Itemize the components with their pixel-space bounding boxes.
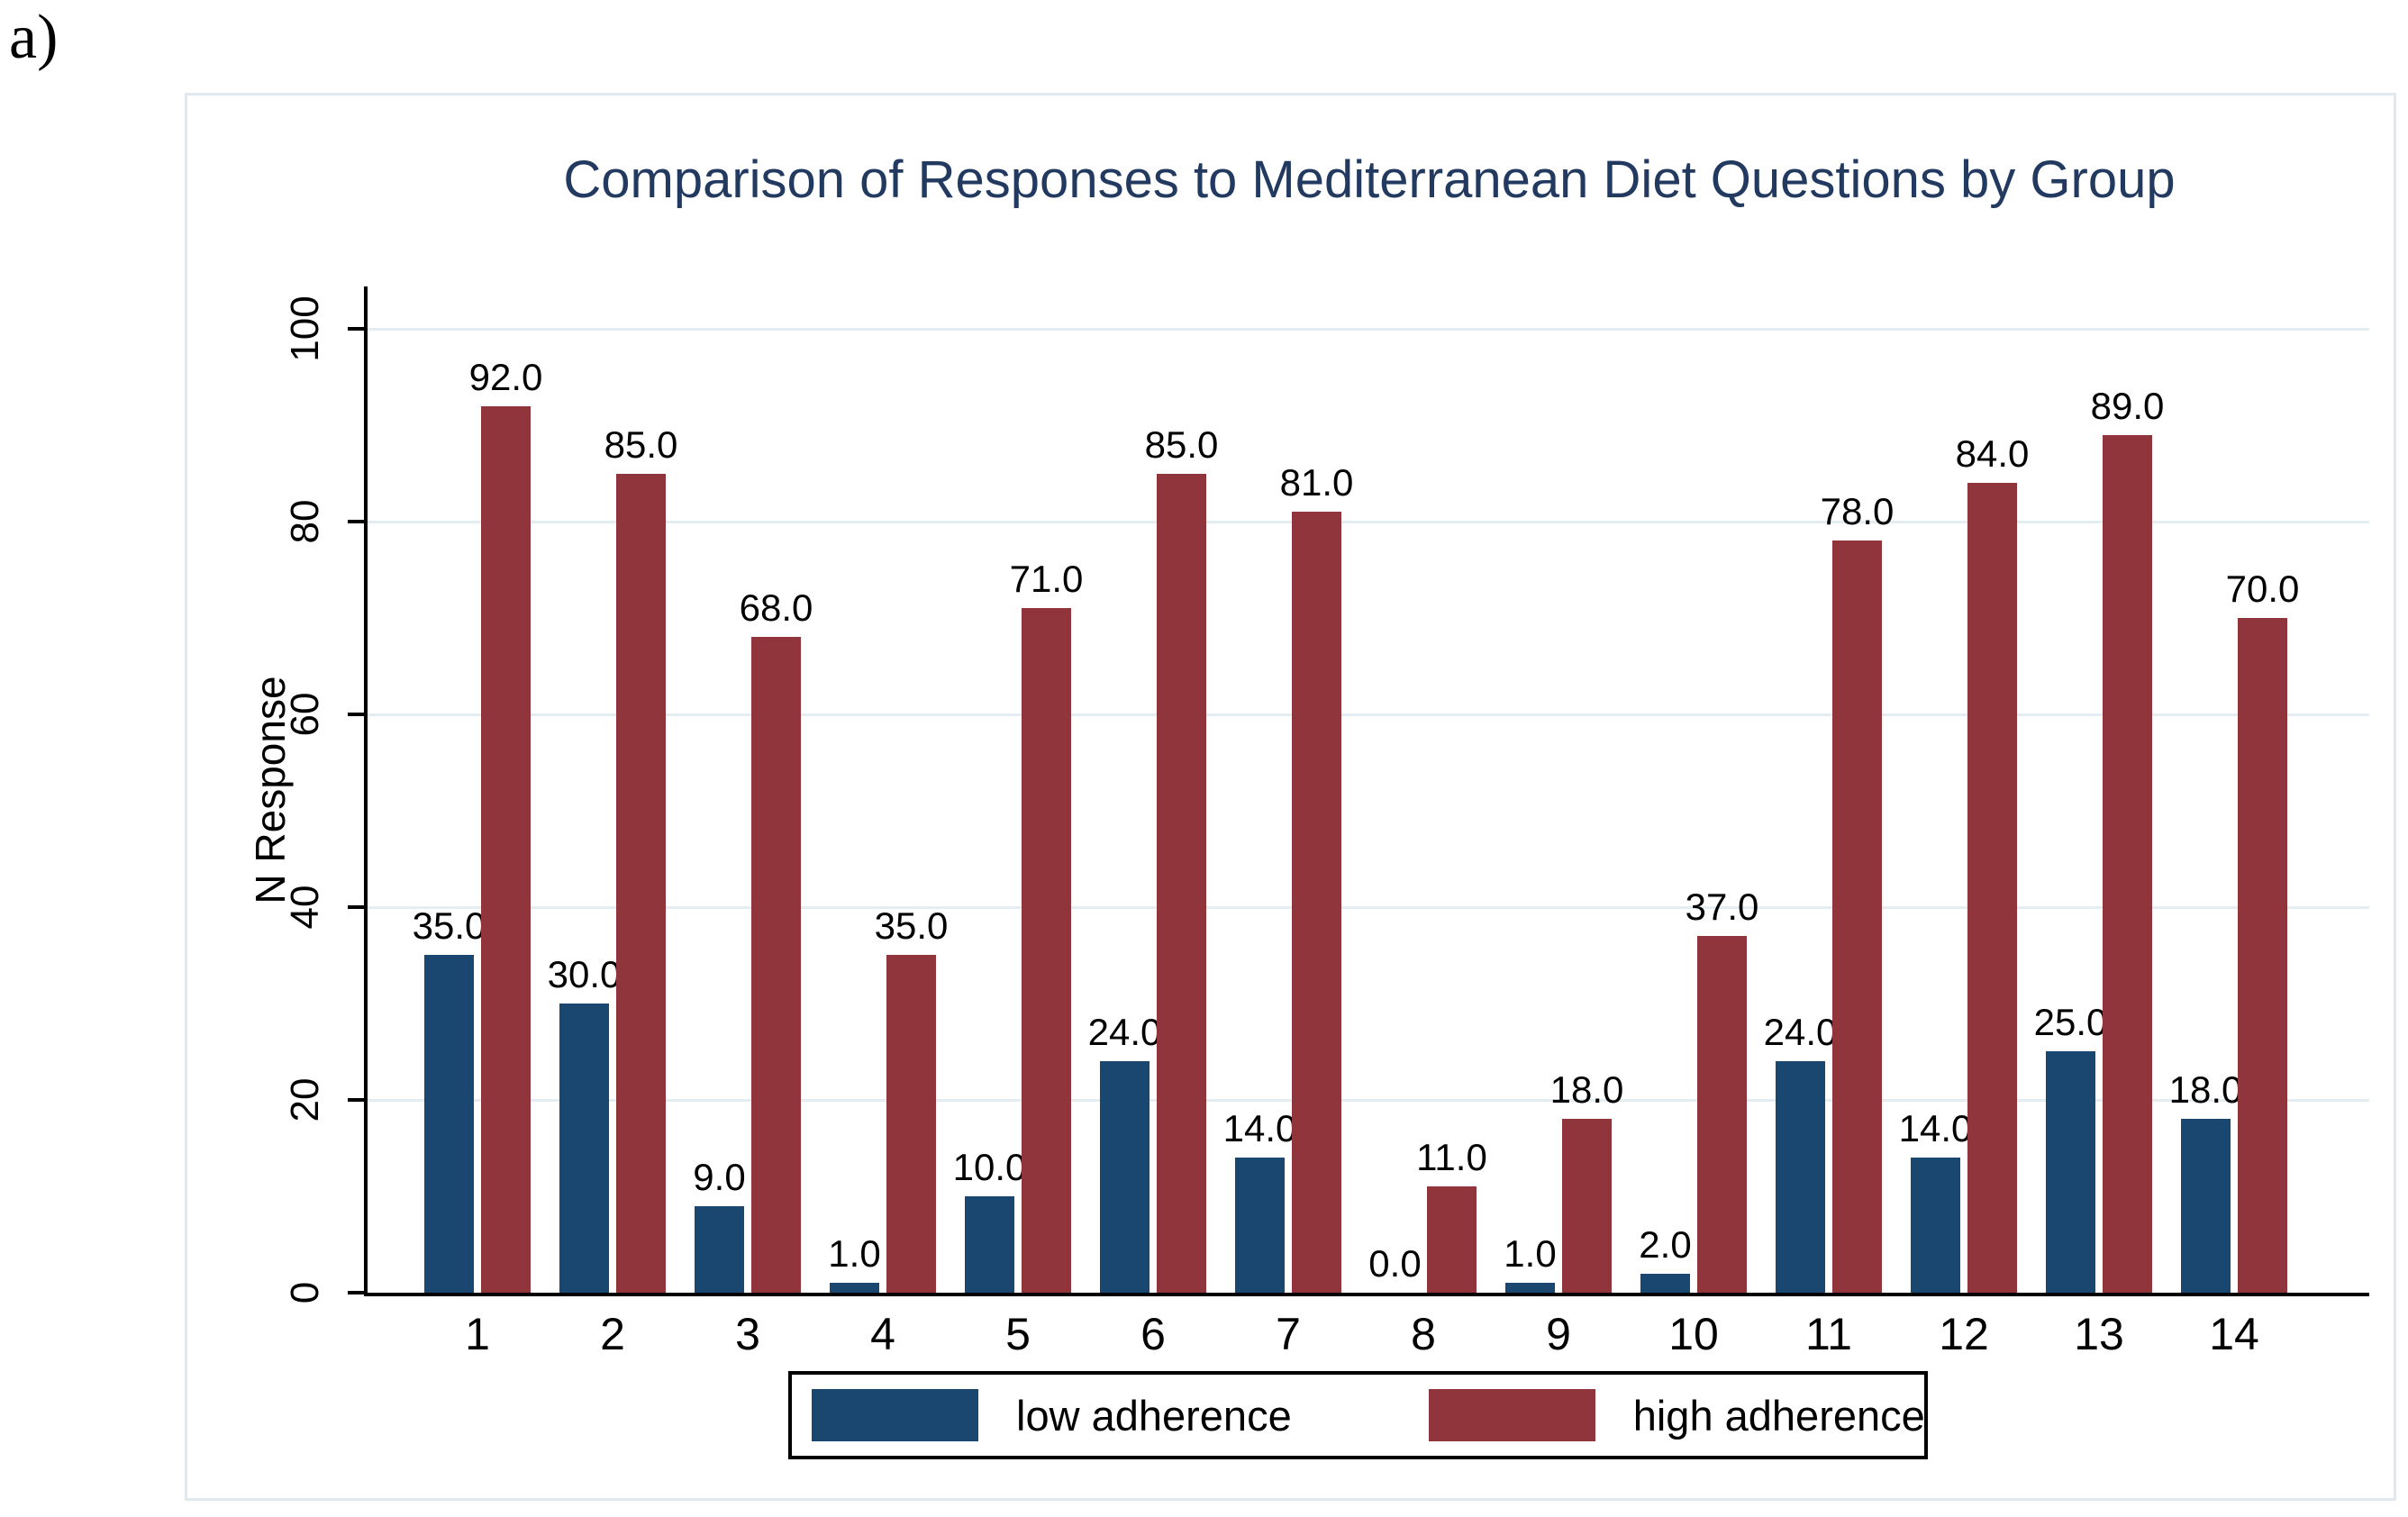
x-tick-label-7: 7 xyxy=(1276,1309,1301,1359)
y-tick-100 xyxy=(348,327,368,331)
y-tick-0 xyxy=(348,1291,368,1294)
bar-high-q4 xyxy=(886,955,936,1293)
x-axis-line xyxy=(364,1293,2369,1296)
gridline-y60 xyxy=(368,713,2369,716)
y-axis-line xyxy=(364,286,368,1296)
bar-value-low-q11: 24.0 xyxy=(1763,1011,1838,1053)
bar-value-high-q8: 11.0 xyxy=(1416,1136,1487,1178)
bar-low-q5 xyxy=(965,1196,1014,1293)
x-tick-label-11: 11 xyxy=(1805,1309,1852,1359)
bar-value-high-q10: 37.0 xyxy=(1685,886,1759,928)
bar-value-low-q8: 0.0 xyxy=(1368,1242,1422,1285)
bar-value-low-q7: 14.0 xyxy=(1222,1107,1297,1149)
bar-high-q5 xyxy=(1022,608,1071,1293)
y-tick-60 xyxy=(348,713,368,716)
x-tick-label-2: 2 xyxy=(600,1309,625,1359)
y-tick-label-0: 0 xyxy=(283,1281,327,1304)
bar-low-q14 xyxy=(2181,1119,2231,1293)
chart-title: Comparison of Responses to Mediterranean… xyxy=(563,150,2176,209)
x-tick-label-5: 5 xyxy=(1005,1309,1031,1359)
x-tick-label-6: 6 xyxy=(1140,1309,1166,1359)
bar-value-high-q13: 89.0 xyxy=(2090,385,2165,427)
bar-value-low-q6: 24.0 xyxy=(1087,1011,1162,1053)
bar-high-q9 xyxy=(1562,1119,1612,1293)
bar-low-q7 xyxy=(1235,1158,1285,1293)
x-tick-label-3: 3 xyxy=(735,1309,760,1359)
bar-value-low-q14: 18.0 xyxy=(2168,1068,2243,1111)
bar-low-q12 xyxy=(1911,1158,1960,1293)
bar-value-high-q12: 84.0 xyxy=(1955,432,2030,475)
y-tick-label-80: 80 xyxy=(283,499,327,544)
bar-low-q4 xyxy=(830,1283,879,1293)
bar-value-high-q3: 68.0 xyxy=(739,586,813,629)
bar-low-q3 xyxy=(695,1206,744,1293)
bar-high-q11 xyxy=(1832,540,1882,1293)
bar-value-high-q14: 70.0 xyxy=(2225,568,2300,610)
gridline-y80 xyxy=(368,521,2369,523)
bar-value-high-q7: 81.0 xyxy=(1279,461,1354,504)
bar-low-q13 xyxy=(2046,1051,2095,1293)
figure-label: a) xyxy=(9,3,59,72)
bar-value-high-q11: 78.0 xyxy=(1820,490,1895,532)
y-tick-80 xyxy=(348,520,368,523)
bar-low-q6 xyxy=(1100,1061,1149,1293)
bar-high-q3 xyxy=(751,637,801,1293)
gridline-y100 xyxy=(368,328,2369,331)
bar-low-q1 xyxy=(424,955,474,1293)
bar-value-low-q12: 14.0 xyxy=(1898,1107,1973,1149)
bar-high-q14 xyxy=(2238,618,2287,1293)
bar-value-low-q3: 9.0 xyxy=(693,1156,746,1198)
bar-value-low-q1: 35.0 xyxy=(412,904,486,947)
bar-low-q11 xyxy=(1776,1061,1825,1293)
legend-swatch-low-adherence xyxy=(812,1389,978,1441)
bar-value-low-q13: 25.0 xyxy=(2033,1001,2108,1043)
bar-value-high-q9: 18.0 xyxy=(1549,1068,1624,1111)
bar-high-q8 xyxy=(1427,1186,1477,1293)
bar-value-low-q2: 30.0 xyxy=(547,953,622,995)
x-tick-label-13: 13 xyxy=(2074,1309,2124,1359)
y-tick-label-100: 100 xyxy=(283,295,327,362)
bar-value-high-q2: 85.0 xyxy=(604,423,678,466)
bar-value-low-q5: 10.0 xyxy=(952,1146,1027,1188)
x-tick-label-14: 14 xyxy=(2209,1309,2259,1359)
bar-high-q13 xyxy=(2103,435,2152,1293)
x-tick-label-8: 8 xyxy=(1411,1309,1436,1359)
bar-high-q2 xyxy=(616,474,666,1293)
y-tick-40 xyxy=(348,905,368,909)
gridline-y40 xyxy=(368,906,2369,909)
x-tick-label-12: 12 xyxy=(1939,1309,1989,1359)
legend-swatch-high-adherence xyxy=(1428,1389,1595,1441)
legend-item-low-adherence: low adherence xyxy=(812,1375,1292,1456)
legend-item-high-adherence: high adherence xyxy=(1428,1375,1925,1456)
bar-low-q10 xyxy=(1640,1274,1690,1293)
x-tick-label-10: 10 xyxy=(1668,1309,1719,1359)
bar-value-low-q10: 2.0 xyxy=(1639,1223,1692,1266)
bar-low-q2 xyxy=(559,1004,609,1293)
bar-value-high-q6: 85.0 xyxy=(1144,423,1219,466)
bar-high-q6 xyxy=(1157,474,1206,1293)
bar-value-low-q4: 1.0 xyxy=(828,1232,881,1275)
y-tick-label-40: 40 xyxy=(283,885,327,930)
x-tick-label-1: 1 xyxy=(465,1309,490,1359)
bar-value-high-q5: 71.0 xyxy=(1009,558,1084,600)
x-tick-label-4: 4 xyxy=(870,1309,895,1359)
chart-outer-box xyxy=(185,93,2396,1501)
y-tick-20 xyxy=(348,1098,368,1102)
gridline-y20 xyxy=(368,1099,2369,1102)
legend-label-high-adherence: high adherence xyxy=(1632,1391,1925,1440)
bar-high-q10 xyxy=(1697,936,1747,1293)
bar-high-q1 xyxy=(481,406,531,1293)
x-tick-label-9: 9 xyxy=(1546,1309,1571,1359)
legend-label-low-adherence: low adherence xyxy=(1016,1391,1292,1440)
bar-value-high-q1: 92.0 xyxy=(468,356,543,398)
bar-high-q7 xyxy=(1292,512,1341,1293)
y-tick-label-20: 20 xyxy=(283,1077,327,1122)
bar-high-q12 xyxy=(1967,483,2017,1293)
y-tick-label-60: 60 xyxy=(283,692,327,737)
bar-value-low-q9: 1.0 xyxy=(1504,1232,1557,1275)
legend: low adherence high adherence xyxy=(788,1371,1928,1459)
bar-low-q9 xyxy=(1505,1283,1555,1293)
bar-value-high-q4: 35.0 xyxy=(874,904,949,947)
